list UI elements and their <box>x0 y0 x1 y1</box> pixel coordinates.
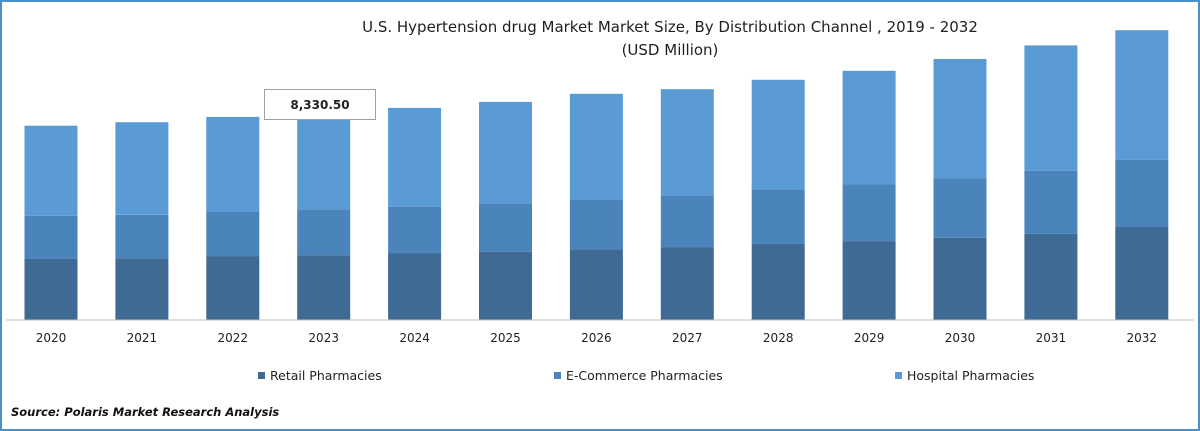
legend-swatch-ecommerce <box>554 372 561 379</box>
bar-2031-series-2 <box>1024 45 1078 171</box>
bar-2029-series-0 <box>842 241 896 320</box>
bar-2027-series-1 <box>660 195 714 248</box>
x-tick-label: 2023 <box>308 331 339 345</box>
bar-2026-series-2 <box>569 93 623 200</box>
legend: Retail Pharmacies E-Commerce Pharmacies … <box>0 368 1200 386</box>
legend-swatch-hospital <box>895 372 902 379</box>
bar-2032-series-1 <box>1115 159 1169 227</box>
bar-2031-series-1 <box>1024 170 1078 234</box>
bar-2023-series-1 <box>297 209 351 256</box>
x-tick-label: 2029 <box>854 331 885 345</box>
bar-2024-series-2 <box>388 107 442 207</box>
value-callout: 8,330.50 <box>264 89 376 120</box>
bar-2024-series-0 <box>388 253 442 320</box>
bar-2022-series-1 <box>206 212 260 257</box>
legend-item-ecommerce: E-Commerce Pharmacies <box>554 368 723 383</box>
bar-2028-series-1 <box>751 189 805 244</box>
source-note: Source: Polaris Market Research Analysis <box>11 405 280 419</box>
bar-2020-series-2 <box>24 125 78 216</box>
bar-2030-series-0 <box>933 237 987 320</box>
chart-title: U.S. Hypertension drug Market Market Siz… <box>362 18 978 36</box>
x-tick-label: 2027 <box>672 331 703 345</box>
x-tick-label: 2021 <box>127 331 158 345</box>
x-tick-label: 2031 <box>1036 331 1067 345</box>
bar-2029-series-2 <box>842 70 896 185</box>
bar-2030-series-1 <box>933 178 987 238</box>
bar-2030-series-2 <box>933 59 987 179</box>
bar-2021-series-1 <box>115 214 169 259</box>
legend-label-ecommerce: E-Commerce Pharmacies <box>566 368 723 383</box>
chart-subtitle: (USD Million) <box>621 41 719 59</box>
bar-2025-series-0 <box>479 251 532 320</box>
bar-2020-series-1 <box>24 215 78 259</box>
bar-2025-series-1 <box>479 203 532 252</box>
bar-2026-series-0 <box>569 249 623 320</box>
bar-2028-series-0 <box>751 243 805 320</box>
x-tick-label: 2024 <box>399 331 430 345</box>
bar-2032-series-2 <box>1115 30 1169 160</box>
bar-2029-series-1 <box>842 184 896 241</box>
bar-2026-series-1 <box>569 200 623 250</box>
x-tick-label: 2020 <box>36 331 67 345</box>
bar-2025-series-2 <box>479 101 532 204</box>
bar-2027-series-2 <box>660 89 714 196</box>
bar-2024-series-1 <box>388 206 442 254</box>
x-tick-label: 2032 <box>1127 331 1158 345</box>
legend-item-retail: Retail Pharmacies <box>258 368 382 383</box>
bar-2021-series-2 <box>115 122 169 215</box>
bar-2028-series-2 <box>751 79 805 190</box>
legend-label-retail: Retail Pharmacies <box>270 368 382 383</box>
bar-2023-series-0 <box>297 255 351 320</box>
bar-2027-series-0 <box>660 247 714 320</box>
bar-2022-series-0 <box>206 256 260 320</box>
bar-2031-series-0 <box>1024 233 1078 320</box>
x-tick-label: 2030 <box>945 331 976 345</box>
bar-2023-series-2 <box>297 112 351 210</box>
legend-item-hospital: Hospital Pharmacies <box>895 368 1034 383</box>
x-tick-label: 2025 <box>490 331 521 345</box>
bar-2032-series-0 <box>1115 227 1169 320</box>
x-tick-label: 2028 <box>763 331 794 345</box>
bar-2020-series-0 <box>24 258 78 320</box>
bar-2021-series-0 <box>115 258 169 320</box>
legend-swatch-retail <box>258 372 265 379</box>
bar-2022-series-2 <box>206 116 260 212</box>
legend-label-hospital: Hospital Pharmacies <box>907 368 1035 383</box>
x-tick-label: 2026 <box>581 331 612 345</box>
x-tick-label: 2022 <box>218 331 249 345</box>
